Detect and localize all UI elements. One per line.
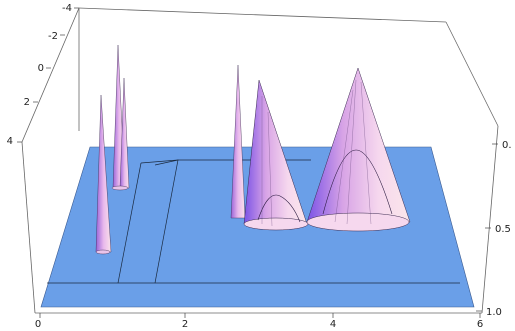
- cone-middle: [243, 79, 309, 231]
- x-tick-label: 4: [330, 319, 336, 330]
- thin-spike: [230, 64, 246, 219]
- y-tick-label: 4: [7, 136, 13, 147]
- y-tick-label: -2: [48, 31, 58, 42]
- z-tick-label: 1.0: [486, 307, 502, 318]
- z-tick-label: 0.5: [495, 224, 511, 235]
- floor-contours: [47, 159, 460, 284]
- z-tick-label: 0.: [502, 140, 512, 151]
- box-front-edges: [21, 125, 499, 314]
- y-tick-label: 2: [24, 97, 30, 108]
- left-spikes: [95, 44, 130, 255]
- x-tick-label: 0: [35, 319, 41, 330]
- tick-marks: [17, 7, 498, 318]
- cone-right: [306, 67, 411, 232]
- x-tick-label: 6: [477, 319, 483, 330]
- y-axis: -4 -2 0 2 4: [7, 3, 72, 147]
- x-axis: 0 2 4 6: [35, 319, 483, 330]
- z-axis: 0. 0.5 1.0: [486, 140, 512, 318]
- box-back-edges: [21, 7, 499, 143]
- y-tick-label: 0: [38, 63, 44, 74]
- y-tick-label: -4: [62, 3, 72, 14]
- x-tick-label: 2: [182, 319, 188, 330]
